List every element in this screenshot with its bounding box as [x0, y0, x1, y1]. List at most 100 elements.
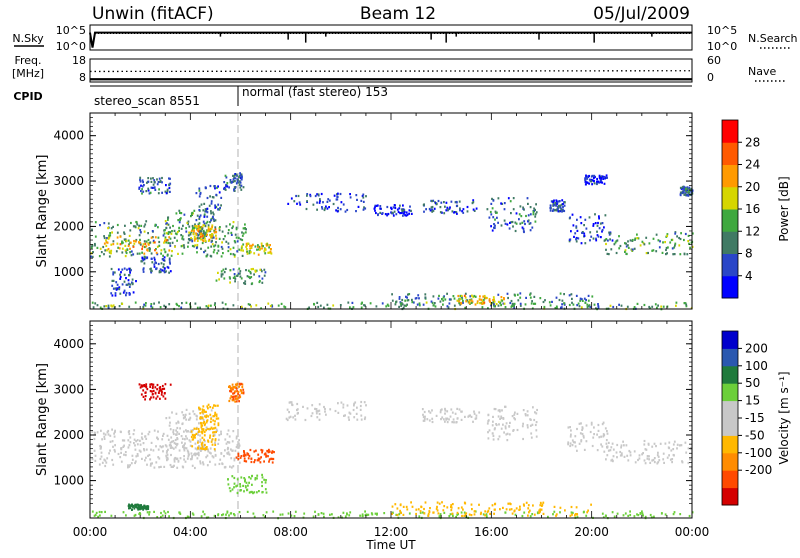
- velocity-cell: [317, 513, 320, 516]
- power-cell: [508, 227, 511, 230]
- power-cell: [227, 249, 230, 253]
- power-cell: [96, 304, 99, 307]
- power-cell: [665, 248, 667, 252]
- power-cell: [586, 303, 589, 306]
- velocity-cell: [178, 511, 181, 514]
- power-cell: [250, 276, 253, 279]
- power-cell: [124, 244, 127, 247]
- power-cell: [445, 201, 448, 204]
- velocity-cell: [233, 390, 236, 393]
- velocity-cell: [492, 438, 495, 441]
- velocity-cell: [444, 412, 446, 415]
- power-cell: [561, 303, 563, 306]
- power-cell: [681, 186, 684, 189]
- power-cell: [543, 305, 546, 309]
- power-cell: [595, 239, 598, 242]
- velocity-cell: [446, 506, 449, 509]
- power-cell: [164, 236, 167, 239]
- velocity-cell: [165, 445, 168, 448]
- power-cell: [679, 237, 682, 241]
- velocity-cell: [285, 417, 288, 420]
- velocity-cell: [133, 514, 136, 517]
- velocity-cell: [499, 417, 501, 420]
- power-cell: [199, 235, 202, 238]
- velocity-colorbar-tick-label: 200: [745, 341, 768, 355]
- power-cell: [125, 277, 127, 280]
- velocity-cell: [576, 449, 578, 452]
- velocity-xlabel: Time UT: [365, 538, 416, 552]
- velocity-colorbar-tick-label: 100: [745, 359, 768, 373]
- power-ytick-label: 2000: [53, 219, 84, 233]
- power-cell: [191, 211, 194, 214]
- power-cell: [594, 222, 597, 225]
- velocity-cell: [204, 415, 206, 418]
- velocity-cell: [270, 457, 273, 460]
- velocity-cell: [500, 427, 503, 430]
- power-cell: [400, 304, 402, 307]
- power-cell: [111, 279, 114, 282]
- power-cell: [110, 304, 113, 307]
- velocity-cell: [581, 432, 584, 436]
- velocity-cell: [499, 410, 501, 413]
- velocity-cell: [553, 505, 556, 508]
- power-cell: [265, 244, 268, 247]
- power-cell: [605, 242, 607, 246]
- power-cell: [106, 249, 108, 252]
- velocity-cell: [166, 434, 169, 437]
- velocity-cell: [487, 509, 490, 512]
- freq-tick-right-top: 60: [707, 54, 721, 67]
- velocity-cell: [450, 509, 453, 512]
- power-cell: [439, 300, 442, 303]
- power-cell: [521, 226, 524, 229]
- power-cell: [160, 252, 162, 255]
- velocity-cell: [200, 449, 202, 452]
- velocity-cell: [123, 453, 125, 456]
- velocity-cell: [494, 408, 497, 411]
- velocity-cell: [137, 508, 140, 511]
- power-cell: [146, 248, 148, 251]
- power-cell: [326, 207, 329, 210]
- velocity-cell: [509, 503, 512, 506]
- velocity-cell: [234, 395, 237, 398]
- velocity-cell: [611, 458, 614, 461]
- velocity-cell: [129, 441, 132, 444]
- power-cell: [585, 174, 587, 177]
- velocity-cell: [244, 478, 246, 481]
- power-cell: [258, 248, 261, 251]
- velocity-cell: [152, 389, 155, 392]
- velocity-cell: [210, 452, 212, 455]
- velocity-cell: [506, 432, 509, 435]
- power-cell: [110, 243, 113, 246]
- power-cell: [598, 215, 600, 218]
- velocity-cell: [136, 439, 139, 442]
- power-cell: [404, 299, 407, 302]
- velocity-cell: [616, 512, 619, 515]
- velocity-cell: [203, 410, 206, 413]
- power-cell: [479, 295, 481, 298]
- power-cell: [238, 248, 241, 251]
- velocity-cell: [227, 483, 230, 486]
- velocity-cell: [113, 432, 115, 435]
- power-cell: [247, 269, 250, 272]
- power-cell: [499, 301, 502, 304]
- velocity-cell: [217, 417, 220, 420]
- velocity-cell: [507, 502, 510, 505]
- power-cell: [123, 273, 126, 276]
- power-cell: [570, 230, 572, 233]
- power-cell: [459, 294, 462, 297]
- velocity-cell: [132, 504, 135, 507]
- cpid-segment-label: stereo_scan 8551: [94, 94, 200, 108]
- power-cell: [151, 186, 154, 189]
- power-cell: [687, 194, 690, 197]
- power-cell: [593, 179, 595, 183]
- velocity-cell: [235, 446, 238, 449]
- velocity-cell: [570, 429, 572, 432]
- power-cell: [154, 236, 157, 239]
- velocity-cell: [228, 441, 231, 444]
- power-cell: [147, 189, 150, 192]
- power-cell: [151, 236, 154, 239]
- velocity-cell: [169, 428, 172, 431]
- power-cell: [162, 263, 165, 266]
- velocity-cell: [214, 441, 216, 444]
- velocity-cell: [158, 466, 160, 469]
